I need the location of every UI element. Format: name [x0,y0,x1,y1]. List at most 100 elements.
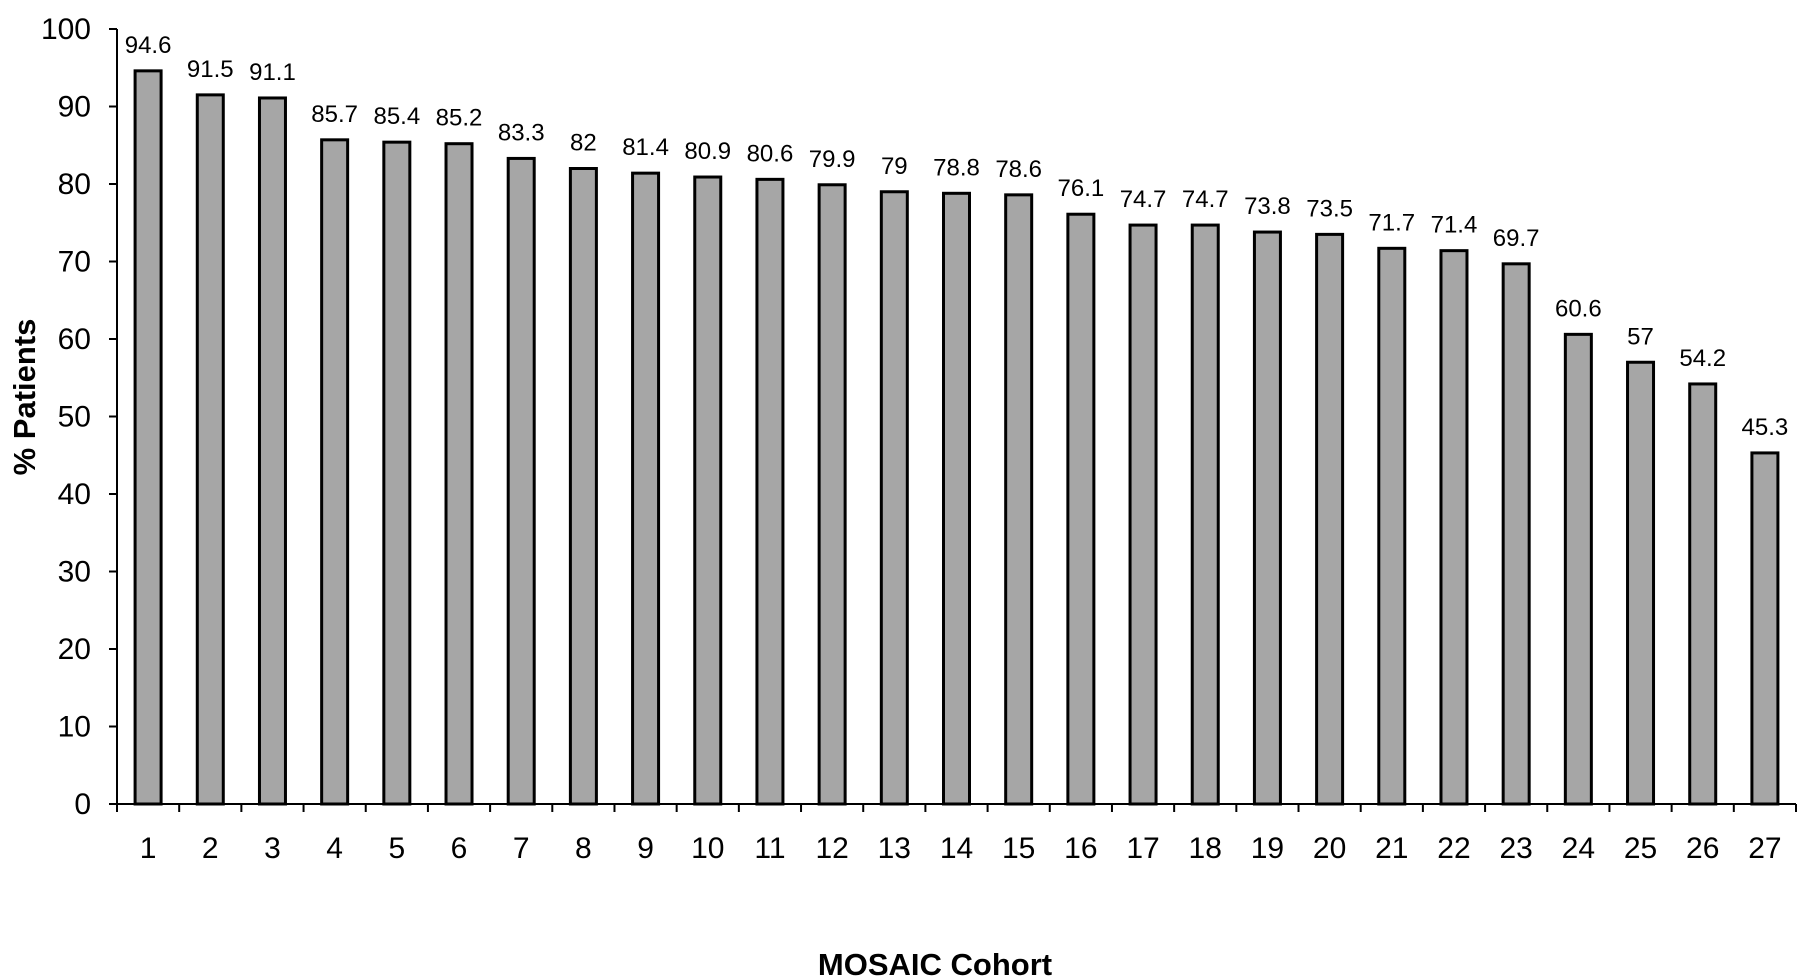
bar [320,138,350,806]
y-tick-label: 70 [58,246,91,279]
x-tick-label: 9 [637,832,654,865]
x-tick-label: 19 [1251,832,1284,865]
bar [1439,249,1469,806]
bar [817,183,847,806]
bar [382,140,412,806]
bar [1128,223,1158,806]
bar [568,167,598,806]
bar [755,177,785,806]
data-label: 73.5 [1306,195,1353,222]
x-tick-label: 1 [140,832,157,865]
bar [1315,232,1345,806]
y-tick-label: 50 [58,401,91,434]
x-tick-label: 15 [1002,832,1035,865]
y-tick-label: 0 [74,788,91,821]
x-tick-label: 3 [264,832,281,865]
data-label: 78.6 [995,156,1042,183]
bar [1004,193,1034,806]
bar [506,156,536,806]
bar [1377,246,1407,806]
data-label: 82 [570,130,597,157]
data-label: 76.1 [1058,175,1105,202]
x-tick-label: 23 [1499,832,1532,865]
bar [195,93,225,806]
bar [942,191,971,806]
bar [631,171,661,806]
x-tick-label: 26 [1686,832,1719,865]
y-tick-label: 90 [58,91,91,124]
x-tick-label: 2 [202,832,219,865]
x-tick-label: 13 [878,832,911,865]
y-tick-label: 60 [58,323,91,356]
x-tick-label: 6 [451,832,468,865]
bar [133,69,163,806]
bar [444,142,474,806]
x-tick-label: 24 [1562,832,1595,865]
data-label: 94.6 [125,32,172,59]
y-tick-label: 10 [58,711,91,744]
y-tick-label: 40 [58,478,91,511]
bar [693,175,723,806]
bar [1252,230,1282,806]
bar [1501,262,1531,806]
bars-group [133,69,1780,806]
data-label: 45.3 [1742,414,1789,441]
data-label: 74.7 [1120,186,1167,213]
data-label: 71.7 [1368,209,1415,236]
data-label: 81.4 [622,134,669,161]
x-tick-label: 20 [1313,832,1346,865]
data-label: 83.3 [498,119,545,146]
bar [879,190,909,806]
bar [1190,223,1220,806]
x-tick-label: 16 [1064,832,1097,865]
bar [1626,360,1656,806]
x-tick-label: 11 [754,832,785,865]
x-tick-label: 27 [1748,832,1781,865]
x-tick-label: 25 [1624,832,1657,865]
y-tick-label: 20 [58,633,91,666]
x-tick-label: 5 [388,832,405,865]
x-tick-label: 17 [1126,832,1159,865]
bar [1688,382,1718,806]
bar [1066,212,1096,806]
data-label: 91.1 [249,59,296,86]
x-tick-label: 14 [940,832,973,865]
data-labels-group: 94.6 91.5 91.1 85.7 85.4 85.2 83.3 82 81.4 80.9 80… [125,32,1789,441]
data-label: 91.5 [187,56,234,83]
data-label: 80.9 [684,138,731,165]
y-tick-label: 30 [58,556,91,589]
data-label: 85.2 [436,105,483,132]
y-axis-title: % Patients [7,319,42,476]
data-label: 80.6 [747,140,794,167]
x-tick-label: 8 [575,832,592,865]
bar [257,96,287,806]
x-tick-label: 12 [815,832,848,865]
data-label: 73.8 [1244,193,1291,220]
x-axis: 1 2 3 4 5 6 7 8 9 10 11 12 13 14 15 16 17 18 19 20 21 22 23 24 2… [116,803,1797,865]
data-label: 85.7 [311,101,358,128]
data-label: 57 [1627,323,1654,350]
data-label: 54.2 [1679,345,1726,372]
data-label: 79.9 [809,146,856,173]
y-tick-label: 80 [58,168,91,201]
x-tick-label: 21 [1375,832,1408,865]
x-tick-label: 7 [513,832,530,865]
y-tick-label: 100 [41,13,91,46]
data-label: 60.6 [1555,295,1602,322]
data-label: 71.4 [1431,212,1478,239]
y-axis: 0 10 20 30 40 50 60 70 80 90 100 [41,13,118,821]
x-tick-label: 4 [326,832,343,865]
data-label: 79 [881,153,908,180]
x-tick-label: 18 [1189,832,1222,865]
data-label: 85.4 [373,103,420,130]
x-tick-label: 22 [1437,832,1470,865]
bar [1563,332,1593,806]
data-label: 78.8 [933,154,980,181]
x-axis-title: MOSAIC Cohort [818,947,1052,979]
bar [1750,451,1780,806]
data-label: 69.7 [1493,225,1540,252]
x-tick-label: 10 [691,832,724,865]
data-label: 74.7 [1182,186,1229,213]
